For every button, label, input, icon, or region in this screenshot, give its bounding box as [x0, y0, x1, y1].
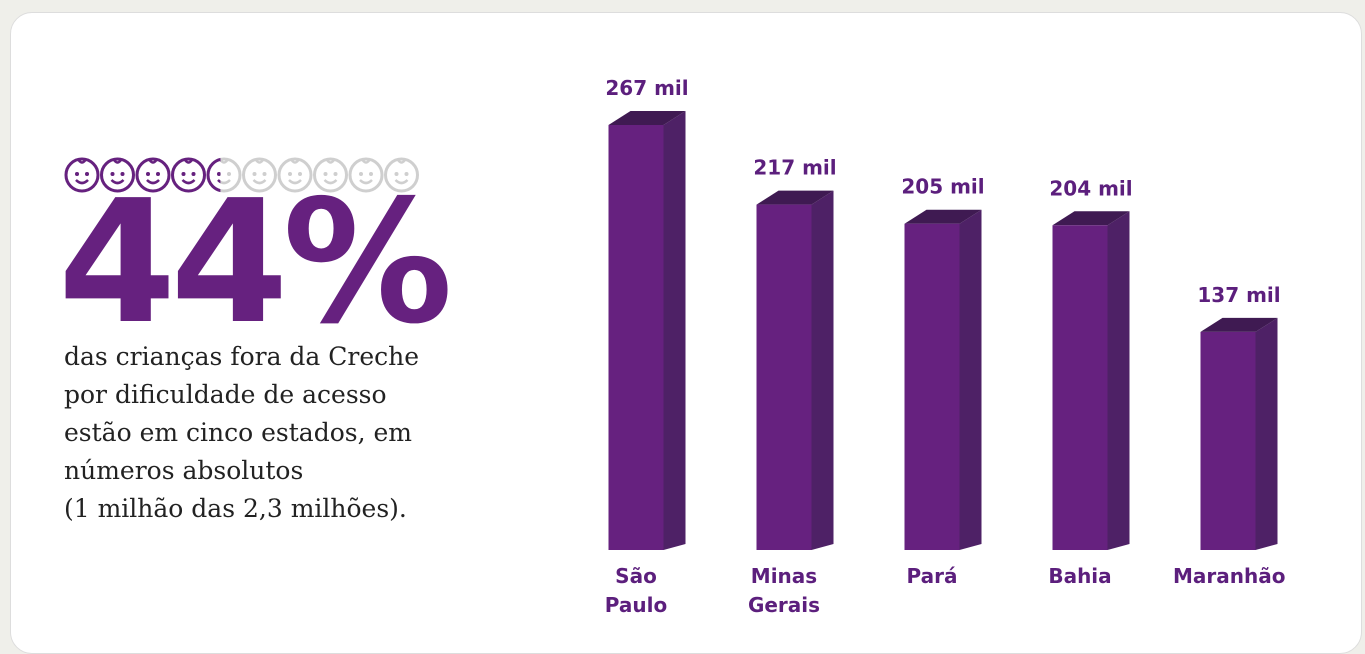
x-tick-label: São Paulo: [604, 564, 668, 617]
value-label: 267 mil: [605, 76, 688, 100]
face-hair: [183, 158, 194, 164]
x-tick-label: Maranhão: [1173, 564, 1286, 588]
value-label: 204 mil: [1049, 176, 1132, 200]
face-hair: [325, 158, 336, 164]
x-tick-label: Pará: [906, 564, 958, 588]
bar: [1200, 331, 1256, 550]
face-eye: [252, 172, 257, 176]
face-eye: [110, 172, 115, 176]
bar: [608, 125, 664, 550]
bar-top: [608, 111, 686, 125]
value-label: 205 mil: [901, 175, 984, 199]
bar-top: [1052, 211, 1130, 226]
face-eye: [191, 172, 196, 176]
face-hair: [254, 158, 265, 164]
face-smile: [181, 179, 196, 185]
face-hair: [360, 158, 372, 164]
face-eye: [156, 172, 160, 176]
face-outline: [384, 157, 419, 193]
percent-icons: [64, 157, 419, 193]
face-outline: [171, 157, 206, 193]
face-outline: [64, 157, 100, 193]
face-smile: [75, 179, 89, 185]
face-smile: [323, 179, 338, 185]
face-eye: [404, 172, 409, 176]
bar: [1052, 225, 1108, 551]
face-eye: [146, 172, 150, 176]
face-outline: [242, 157, 277, 193]
face-eye: [394, 172, 399, 176]
description-line: das crianças fora da Creche: [64, 342, 420, 371]
face-eye: [323, 172, 328, 176]
chart: 267 mil 217 mil 205 mil 204 mil 137 mil: [64, 76, 1281, 551]
headline-percent: 44%: [58, 164, 453, 362]
bar-side: [663, 111, 686, 550]
description-line: números absolutos: [64, 456, 304, 485]
face-outline: [206, 157, 221, 193]
face-hair: [112, 158, 123, 164]
face-eye: [359, 172, 363, 176]
face-eye: [262, 172, 267, 176]
face-outline: [277, 157, 313, 193]
card: [10, 12, 1362, 654]
value-label: 217 mil: [753, 156, 836, 180]
bar-side: [959, 209, 982, 550]
face-outline: [135, 157, 171, 193]
bar: [756, 204, 812, 550]
face-hair: [76, 158, 88, 164]
description-line: estão em cinco estados, em: [64, 418, 412, 447]
bar-side: [811, 190, 834, 550]
bar-side: [1255, 317, 1278, 550]
face-outline: [100, 157, 135, 193]
face-eye: [217, 172, 221, 176]
bar-top: [904, 209, 982, 224]
description: das crianças fora da Creche por dificulda…: [64, 338, 419, 528]
face-eye: [298, 172, 302, 176]
face-outline: [313, 157, 348, 193]
face-eye: [181, 172, 186, 176]
face-hair: [147, 158, 159, 164]
face-smile: [146, 179, 160, 185]
face-smile: [394, 179, 409, 185]
description-line: (1 milhão das 2,3 milhões).: [64, 494, 407, 523]
face-eye: [85, 172, 89, 176]
bar: [904, 223, 960, 550]
face-eye: [120, 172, 125, 176]
face-smile: [252, 179, 267, 185]
face-eye: [369, 172, 373, 176]
face-smile: [288, 179, 302, 185]
page: 267 mil 217 mil 205 mil 204 mil 137 mil 44% …: [10, 12, 1362, 654]
face-smile: [359, 179, 373, 185]
description-line: por dificuldade de acesso: [64, 380, 387, 409]
face-eye: [227, 172, 231, 176]
bar-top: [756, 190, 834, 205]
face-hair: [218, 158, 230, 164]
x-tick-label: Minas Gerais: [747, 564, 821, 617]
face-eye: [333, 172, 338, 176]
face-hair: [396, 158, 407, 164]
bar-side: [1107, 211, 1130, 551]
value-label: 137 mil: [1197, 283, 1280, 307]
face-outline: [348, 157, 384, 193]
face-smile: [217, 179, 221, 184]
face-smile: [110, 179, 125, 185]
x-tick-label: Bahia: [1048, 564, 1112, 588]
face-hair: [289, 158, 301, 164]
bar-top: [1200, 317, 1278, 332]
face-eye: [75, 172, 79, 176]
face-eye: [288, 172, 292, 176]
face-partial: [206, 157, 221, 193]
